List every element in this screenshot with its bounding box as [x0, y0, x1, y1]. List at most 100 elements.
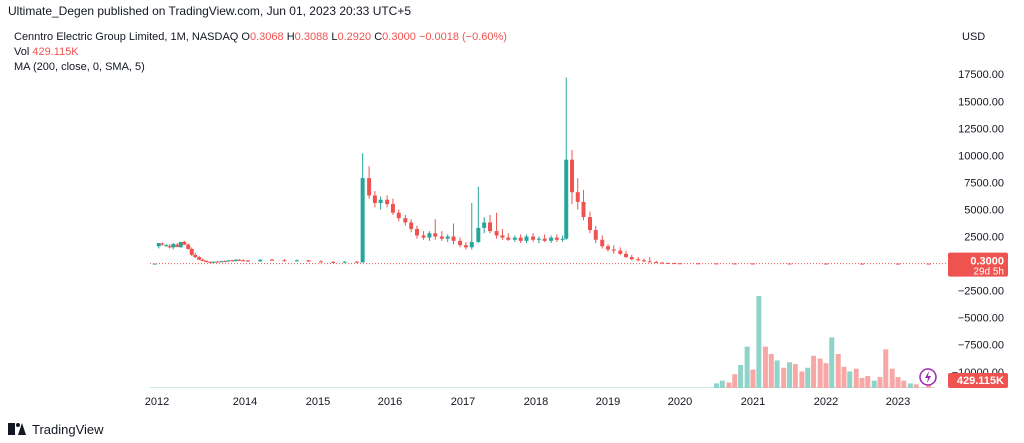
candle-body: [678, 263, 682, 265]
candle-body: [575, 192, 580, 202]
volume-bar: [901, 380, 907, 388]
last-price-box: [948, 252, 1008, 277]
candle-body: [294, 260, 299, 262]
lightning-glyph: [925, 371, 931, 383]
candle-body: [222, 261, 227, 263]
candle-body: [421, 235, 426, 238]
time-axis: 2012 2014 2015 2016 2017 2018 2019 2020 2021 2022…: [145, 396, 910, 408]
price-tick-label: 12500.00: [958, 123, 1004, 135]
candle-body: [647, 261, 652, 263]
candle-body: [152, 263, 157, 265]
volume-axis-label: 429.115K: [957, 375, 1004, 387]
volume-bar: [792, 364, 798, 388]
candle-body: [512, 237, 517, 240]
candle-body: [482, 222, 487, 228]
time-tick-label: 2022: [814, 396, 838, 408]
candle-body: [200, 259, 205, 261]
candle-body: [156, 243, 161, 247]
published-header: Ultimate_Degen published on TradingView.…: [0, 0, 1024, 22]
tradingview-logo-icon[interactable]: [8, 423, 26, 435]
candle-body: [167, 246, 172, 248]
ma-label[interactable]: MA (200, close, 0, SMA, 5): [14, 61, 145, 73]
volume-bar: [805, 367, 811, 388]
candle-body: [542, 238, 547, 241]
candle-body: [488, 222, 493, 232]
candle-body: [500, 235, 505, 238]
symbol-name[interactable]: Cenntro Electric Group Limited, 1M, NASD…: [14, 31, 239, 43]
candle-body: [318, 261, 323, 263]
volume-bar: [913, 384, 919, 388]
candle-body: [732, 263, 737, 265]
volume-bar: [750, 369, 756, 388]
low-value: 0.2920: [337, 31, 372, 43]
candle-body: [618, 250, 623, 254]
volume-bar: [799, 371, 805, 388]
candle-body: [600, 239, 605, 247]
candle-body: [372, 195, 377, 203]
time-tick-label: 2021: [741, 396, 765, 408]
candle-body: [518, 237, 523, 241]
price-axis: 17500.00 15000.00 12500.00 10000.00 7500.00 5…: [952, 69, 1004, 379]
candle-body: [524, 236, 529, 241]
time-tick-label: 2020: [668, 396, 692, 408]
candle-body: [237, 259, 242, 261]
candle-body: [581, 201, 586, 218]
volume-bar: [744, 346, 750, 388]
candle-body: [476, 227, 481, 242]
currency-label[interactable]: USD: [962, 31, 986, 43]
candle-body: [570, 159, 574, 193]
countdown-label: 29d 5h: [973, 267, 1004, 278]
candle-body: [245, 260, 250, 262]
candle-body: [588, 217, 592, 231]
volume-value: 429.115K: [32, 46, 79, 58]
candle-body: [427, 233, 432, 238]
candle-body: [660, 262, 664, 264]
open-label: O: [241, 31, 250, 43]
candle-body: [458, 240, 463, 246]
candle-body: [219, 261, 224, 263]
candle-body: [178, 241, 183, 248]
volume-bar: [781, 367, 787, 388]
volume-bars: [150, 296, 935, 388]
candle-body: [208, 261, 213, 263]
candle-body: [215, 261, 220, 263]
volume-bar: [762, 346, 768, 388]
volume-bar: [907, 383, 913, 388]
candle-body: [182, 241, 187, 245]
volume-bar: [841, 366, 847, 388]
low-label: L: [331, 31, 338, 43]
footer-brand[interactable]: TradingView: [32, 421, 104, 437]
candle-body: [396, 212, 401, 219]
candle-body: [494, 231, 499, 236]
time-tick-label: 2018: [524, 396, 548, 408]
candle-body: [445, 236, 450, 239]
candle-body: [258, 259, 263, 262]
volume-bar: [811, 355, 817, 388]
candle-body: [564, 159, 569, 239]
high-label: H: [286, 31, 295, 43]
candle-body: [171, 244, 176, 248]
candle-body: [593, 230, 598, 240]
candle-body: [560, 238, 565, 240]
candle-body: [367, 178, 372, 196]
price-tick-label: 7500.00: [964, 177, 1004, 189]
time-tick-label: 2015: [306, 396, 330, 408]
time-tick-label: 2014: [233, 396, 257, 408]
candle-body: [672, 263, 677, 265]
candle-body: [642, 260, 646, 262]
volume-bar: [926, 385, 932, 388]
candle-body: [360, 178, 365, 263]
candle-body: [926, 263, 931, 265]
candle-body: [230, 260, 235, 262]
candle-body: [439, 236, 444, 239]
candle-body: [714, 263, 719, 265]
price-chart[interactable]: 17500.00 15000.00 12500.00 10000.00 7500.00 5…: [0, 0, 1024, 414]
candle-body: [463, 245, 468, 248]
volume-bar: [714, 383, 719, 388]
candle-body: [193, 254, 198, 258]
volume-label[interactable]: Vol: [14, 46, 30, 58]
candle-body: [354, 261, 359, 263]
candle-body: [624, 253, 628, 258]
candle-body: [549, 237, 554, 241]
